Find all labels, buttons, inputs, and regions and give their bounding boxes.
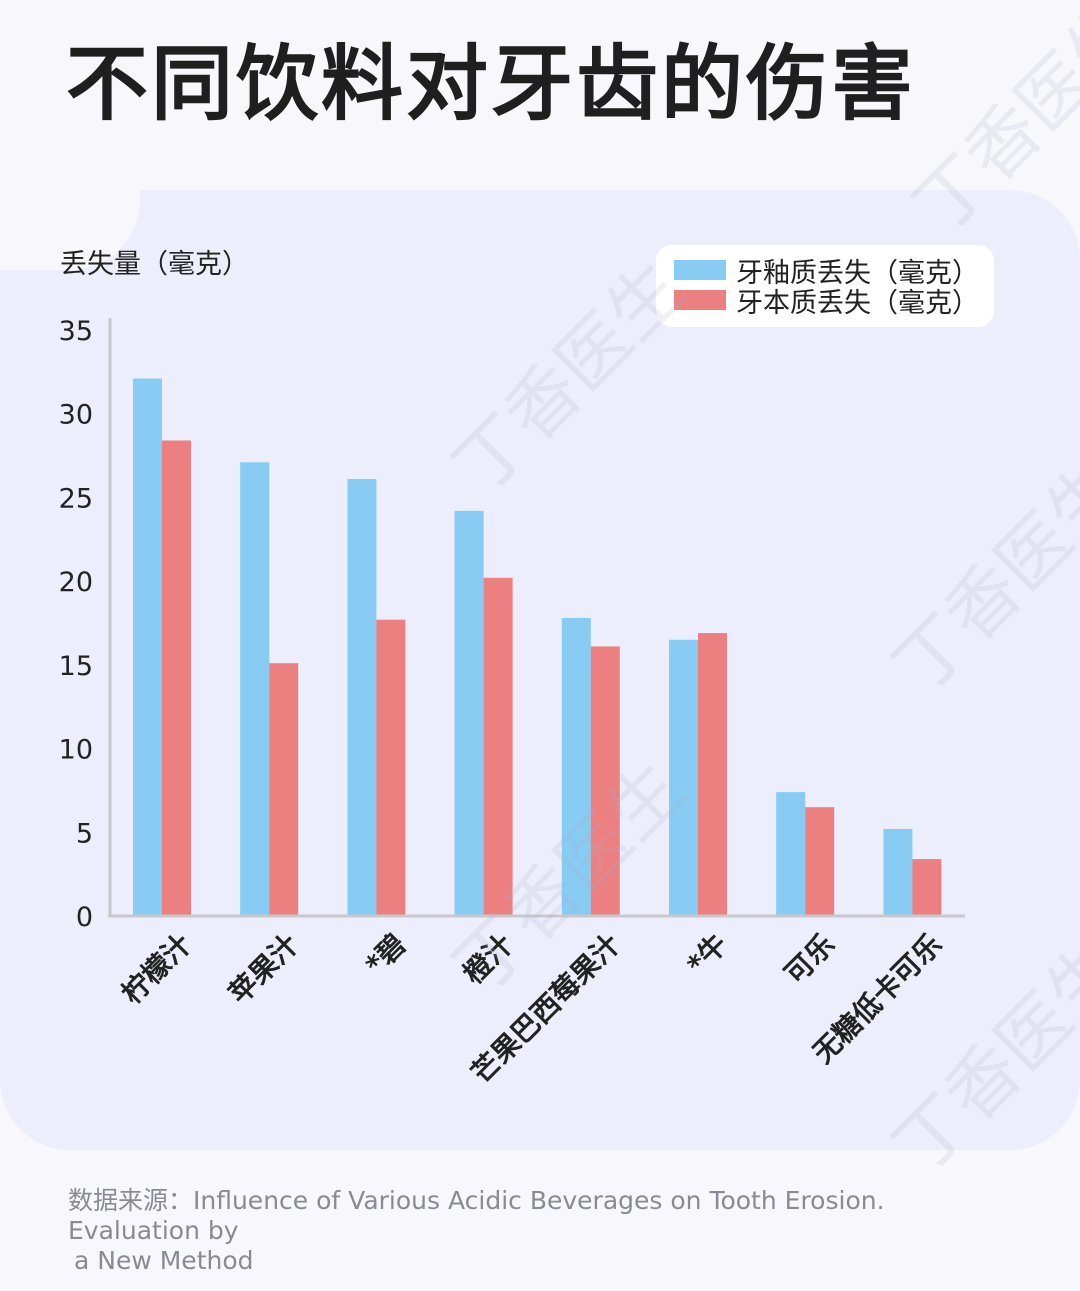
legend-label-enamel: 牙釉质丢失（毫克） bbox=[736, 257, 979, 289]
bar-enamel bbox=[454, 510, 484, 916]
bar-dentin bbox=[376, 619, 406, 916]
page-title: 不同饮料对牙齿的伤害 bbox=[66, 37, 917, 132]
x-tick-label: 可乐 bbox=[778, 928, 841, 991]
bar-enamel bbox=[776, 792, 806, 916]
source-line-2: a New Method bbox=[74, 1246, 254, 1275]
bar-enamel bbox=[133, 378, 162, 916]
y-tick-label: 25 bbox=[59, 483, 93, 514]
legend-item-enamel: 牙釉质丢失（毫克） bbox=[674, 255, 979, 289]
source-line-1: 数据来源：Influence of Various Acidic Beverag… bbox=[68, 1186, 885, 1245]
source-note: 数据来源：Influence of Various Acidic Beverag… bbox=[68, 1186, 968, 1276]
y-tick-label: 10 bbox=[59, 735, 93, 766]
legend-item-dentin: 牙本质丢失（毫克） bbox=[674, 285, 979, 319]
legend-swatch-enamel bbox=[674, 260, 726, 280]
y-tick-label: 5 bbox=[76, 818, 93, 849]
bar-dentin bbox=[590, 646, 620, 916]
bar-enamel bbox=[240, 462, 270, 916]
y-tick-label: 35 bbox=[59, 316, 93, 347]
x-tick-label: 橙汁 bbox=[457, 928, 520, 991]
x-tick-label: 苹果汁 bbox=[222, 928, 305, 1011]
x-tick-label: *碧 bbox=[359, 928, 412, 981]
y-axis-label: 丢失量（毫克） bbox=[60, 249, 249, 280]
bar-dentin bbox=[805, 807, 835, 916]
y-tick-label: 30 bbox=[59, 400, 93, 431]
y-tick-label: 15 bbox=[59, 651, 93, 682]
bar-dentin bbox=[698, 633, 727, 916]
bar-enamel bbox=[883, 828, 913, 916]
bar-enamel bbox=[669, 639, 698, 916]
legend-label-dentin: 牙本质丢失（毫克） bbox=[736, 287, 979, 319]
bar-dentin bbox=[269, 663, 299, 916]
bar-dentin bbox=[162, 440, 191, 916]
bar-dentin bbox=[912, 859, 942, 916]
bar-enamel bbox=[347, 479, 377, 916]
bar-dentin bbox=[483, 577, 513, 916]
bar-enamel bbox=[561, 617, 591, 916]
x-tick-label: *牛 bbox=[680, 928, 733, 981]
x-tick-label: 柠檬汁 bbox=[115, 928, 198, 1011]
legend: 牙釉质丢失（毫克） 牙本质丢失（毫克） bbox=[656, 245, 994, 327]
y-tick-label: 0 bbox=[76, 902, 93, 933]
legend-swatch-dentin bbox=[674, 290, 726, 310]
y-tick-label: 20 bbox=[59, 567, 93, 598]
